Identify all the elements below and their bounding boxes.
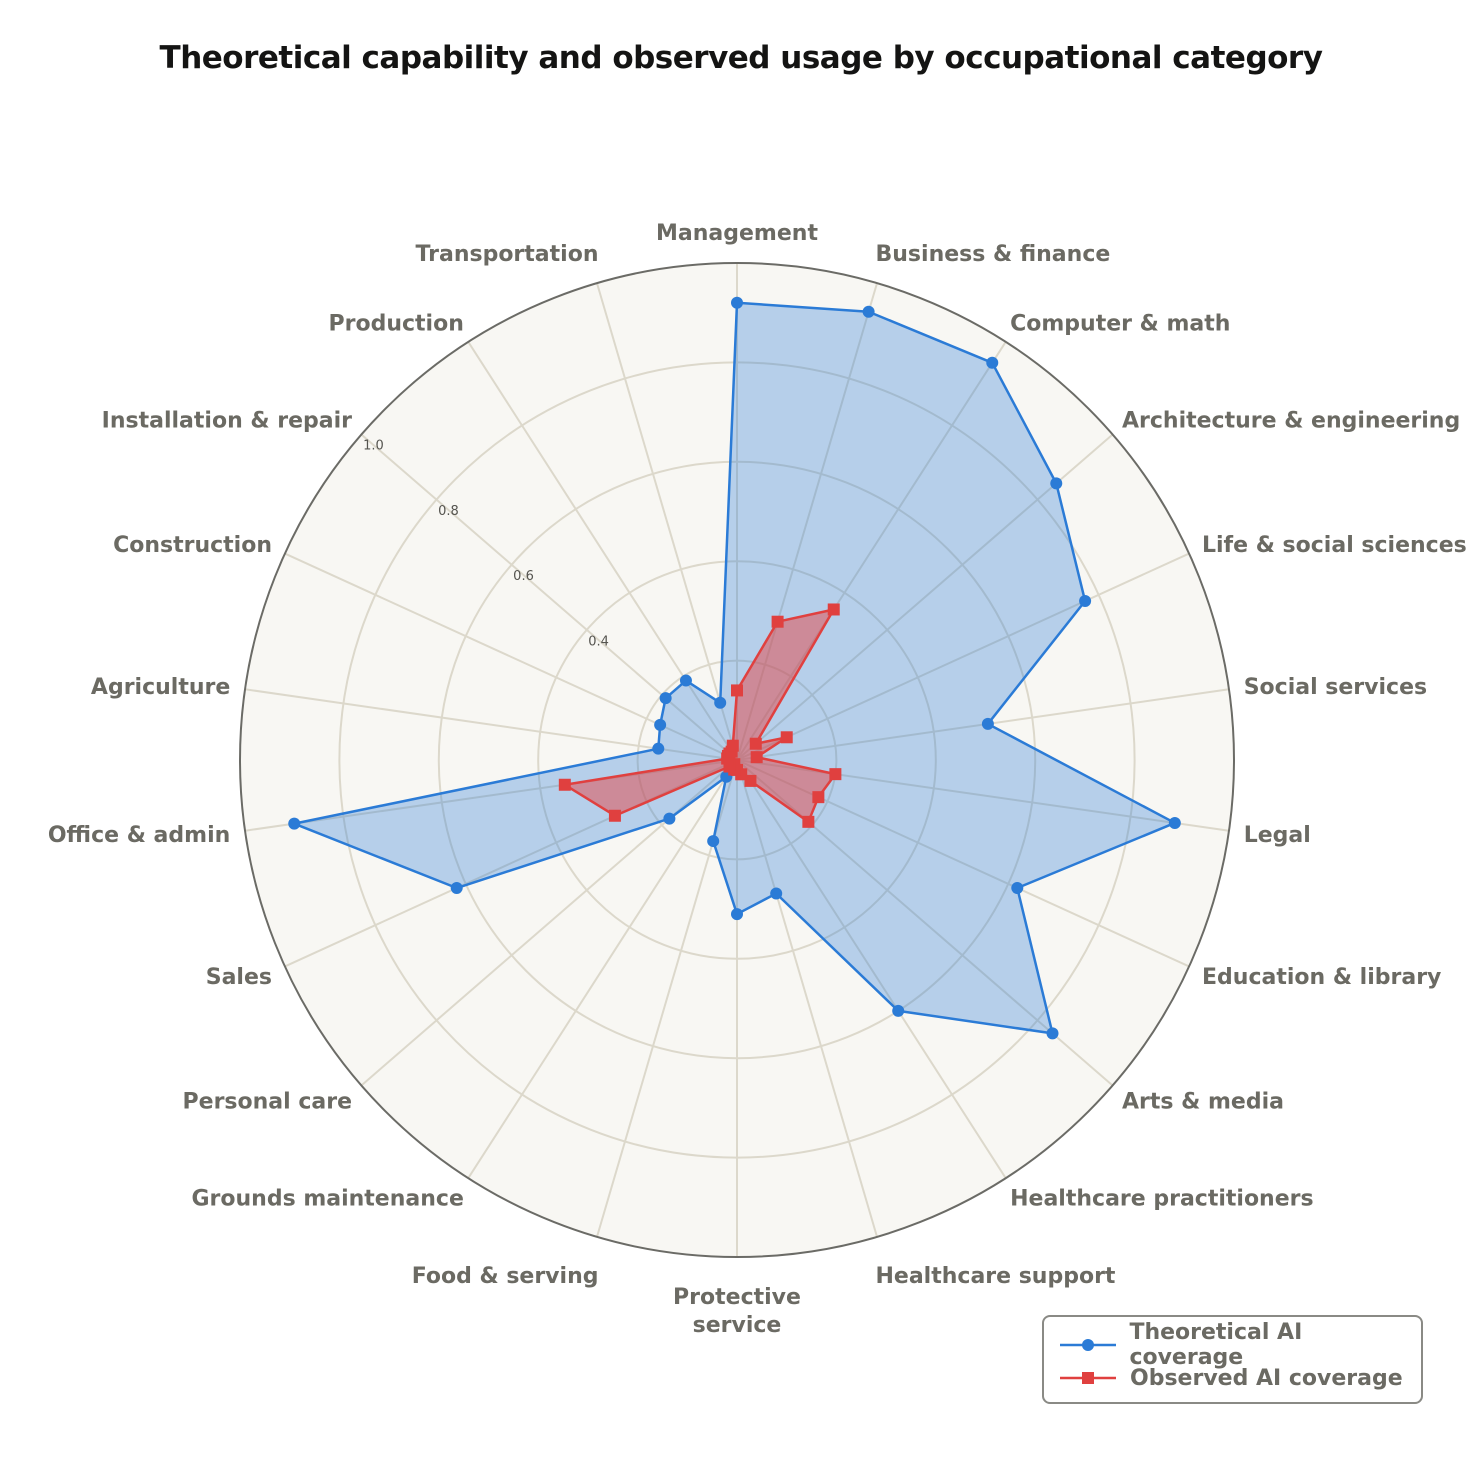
legend-marker-square-icon: [1060, 1372, 1116, 1384]
radial-tick-label: 1.0: [363, 439, 384, 454]
data-point-theoretical: [707, 835, 720, 848]
category-label: Transportation: [416, 242, 599, 267]
data-point-theoretical: [652, 742, 665, 755]
data-point-theoretical: [1168, 816, 1181, 829]
data-point-observed: [750, 751, 763, 764]
category-label: Office & admin: [48, 823, 230, 848]
category-label: Installation & repair: [102, 408, 352, 433]
data-point-theoretical: [714, 696, 727, 709]
category-label: Healthcare support: [876, 1264, 1116, 1289]
category-label: Arts & media: [1122, 1090, 1284, 1115]
grid-spoke: [467, 759, 738, 1179]
data-point-theoretical: [663, 812, 676, 825]
data-point-theoretical: [450, 882, 463, 895]
category-label: Management: [656, 221, 818, 246]
category-label: Life & social sciences: [1202, 533, 1467, 558]
radial-tick-label: 0.8: [438, 504, 459, 519]
data-point-theoretical: [659, 692, 672, 705]
grid-spoke: [360, 433, 738, 761]
data-point-observed: [749, 737, 762, 750]
category-label: Legal: [1244, 823, 1311, 848]
category-label: Education & library: [1202, 965, 1441, 990]
category-label: Production: [328, 312, 463, 337]
data-point-theoretical: [981, 717, 994, 730]
data-point-theoretical: [654, 718, 667, 731]
category-label: Computer & math: [1010, 312, 1230, 337]
data-point-theoretical: [679, 674, 692, 687]
category-label: Business & finance: [876, 242, 1111, 267]
data-point-observed: [731, 684, 743, 697]
category-label: Architecture & engineering: [1122, 408, 1460, 433]
data-point-theoretical: [288, 817, 301, 830]
data-point-theoretical: [986, 356, 999, 369]
data-point-theoretical: [892, 1004, 905, 1017]
category-label: Personal care: [183, 1090, 352, 1115]
category-label: Sales: [206, 965, 272, 990]
data-point-observed: [558, 778, 571, 791]
radial-tick-label: 0.4: [588, 634, 609, 649]
grid-spoke: [467, 341, 738, 761]
grid-spoke: [736, 759, 1007, 1179]
legend-label: Theoretical AI coverage: [1129, 1320, 1303, 1370]
legend-item-theoretical: Theoretical AI coverage: [1058, 1320, 1421, 1370]
data-point-theoretical: [770, 887, 783, 900]
data-point-theoretical: [731, 296, 743, 309]
data-point-theoretical: [1046, 1027, 1059, 1040]
legend: Theoretical AI coverage Observed AI cove…: [1042, 1315, 1423, 1404]
category-label: Healthcare practitioners: [1010, 1186, 1313, 1211]
data-point-observed: [780, 731, 793, 744]
data-point-theoretical: [1079, 595, 1092, 608]
data-point-theoretical: [1050, 477, 1063, 490]
grid-spoke: [736, 433, 1114, 761]
grid-spoke: [736, 552, 1190, 761]
radial-tick-label: 0.6: [513, 569, 534, 584]
category-label: Food & serving: [412, 1264, 599, 1289]
data-point-observed: [726, 739, 739, 752]
category-label: Grounds maintenance: [191, 1186, 463, 1211]
data-point-theoretical: [731, 908, 743, 921]
legend-label: Observed AI coverage: [1130, 1365, 1403, 1391]
data-point-observed: [829, 768, 842, 781]
data-point-observed: [744, 774, 757, 787]
data-point-observed: [827, 603, 840, 616]
data-point-theoretical: [1011, 882, 1024, 895]
grid-spoke: [596, 282, 738, 761]
legend-marker-circle-icon: [1060, 1339, 1116, 1351]
outer-ring: [239, 262, 1235, 1258]
data-point-theoretical: [862, 305, 875, 318]
legend-item-observed: Observed AI coverage: [1058, 1363, 1403, 1393]
data-point-observed: [608, 809, 621, 822]
category-label: Protective service: [673, 1285, 801, 1338]
grid-spoke: [736, 759, 878, 1238]
data-point-observed: [771, 615, 784, 628]
data-point-observed: [802, 815, 815, 828]
category-label: Agriculture: [91, 675, 230, 700]
data-point-observed: [812, 791, 825, 804]
category-label: Social services: [1244, 675, 1427, 700]
chart-title: Theoretical capability and observed usag…: [159, 40, 1323, 76]
category-label: Construction: [113, 533, 272, 558]
